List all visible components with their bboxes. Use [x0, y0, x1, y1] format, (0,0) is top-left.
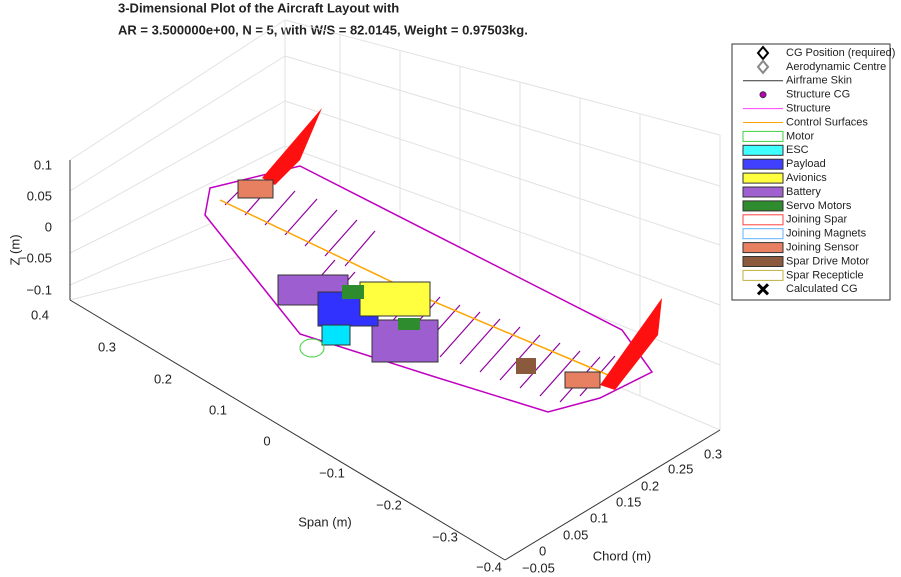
z-tick-label: −0.05 — [19, 250, 52, 265]
legend-label: Spar Drive Motor — [786, 255, 869, 267]
legend-label: Calculated CG — [786, 283, 858, 295]
span-tick-label: 0.4 — [31, 307, 49, 322]
legend-symbol — [756, 59, 770, 75]
span-tick-label: −0.1 — [319, 465, 345, 480]
span-tick-label: −0.2 — [376, 497, 402, 512]
legend-label: Joining Sensor — [786, 242, 859, 254]
z-axis-label: Z (m) — [7, 234, 22, 265]
legend-symbol — [742, 144, 784, 156]
legend-symbol — [742, 269, 784, 281]
chord-tick-label: −0.05 — [522, 560, 555, 575]
z-tick-label: 0.1 — [34, 157, 52, 172]
legend-symbol — [756, 283, 770, 296]
legend-label: CG Position (required) — [786, 47, 895, 59]
legend-symbol — [742, 242, 784, 254]
legend-label: Control Surfaces — [786, 116, 868, 128]
legend-symbol — [742, 130, 784, 142]
span-tick-label: −0.4 — [476, 559, 502, 574]
legend-label: Joining Spar — [786, 214, 847, 226]
legend-label: Structure CG — [786, 89, 850, 101]
legend-label: Avionics — [786, 172, 827, 184]
chord-axis-label: Chord (m) — [593, 548, 652, 563]
legend-label: Spar Recepticle — [786, 269, 864, 281]
axis-lines — [69, 160, 721, 561]
aircraft — [204, 108, 662, 413]
legend-label: ESC — [786, 144, 809, 156]
chord-tick-label: 0.25 — [668, 461, 693, 476]
legend-symbol — [742, 158, 784, 170]
chord-tick-label: 0.2 — [641, 478, 659, 493]
span-tick-label: 0 — [263, 433, 270, 448]
chord-tick-label: 0.3 — [704, 446, 722, 461]
legend-symbol — [759, 91, 767, 99]
span-axis-label: Span (m) — [298, 514, 351, 529]
legend-label: Aerodynamic Centre — [786, 61, 886, 73]
legend-symbol — [742, 214, 784, 226]
legend-symbol — [742, 200, 784, 212]
legend-symbol — [742, 256, 784, 267]
chord-tick-label: 0.05 — [563, 527, 588, 542]
legend-label: Battery — [786, 186, 821, 198]
legend-symbol — [756, 45, 770, 61]
legend-label: Airframe Skin — [786, 75, 852, 87]
ticks: 0.10.050−0.05−0.10.40.30.20.10−0.1−0.2−0… — [19, 157, 722, 575]
legend-label: Servo Motors — [786, 200, 852, 212]
span-tick-label: −0.3 — [432, 529, 458, 544]
legend-label: Structure — [786, 103, 831, 115]
span-tick-label: 0.2 — [154, 371, 172, 386]
chord-tick-label: 0.15 — [616, 494, 641, 509]
span-tick-label: 0.1 — [209, 402, 227, 417]
z-tick-label: −0.1 — [26, 282, 52, 297]
legend-label: Payload — [786, 158, 826, 170]
legend-label: Motor — [786, 130, 814, 142]
span-tick-label: 0.3 — [98, 339, 116, 354]
legend-symbol — [742, 186, 784, 198]
legend-label: Joining Magnets — [786, 228, 867, 240]
legend: CG Position (required) Aerodynamic Centre… — [731, 43, 895, 301]
legend-symbol — [742, 228, 784, 240]
legend-symbol — [742, 172, 784, 184]
chord-tick-label: 0.1 — [590, 510, 608, 525]
title-line-1: 3-Dimensional Plot of the Aircraft Layou… — [118, 0, 399, 15]
z-tick-label: 0.05 — [27, 188, 52, 203]
z-tick-label: 0 — [45, 219, 52, 234]
chord-tick-label: 0 — [539, 543, 546, 558]
